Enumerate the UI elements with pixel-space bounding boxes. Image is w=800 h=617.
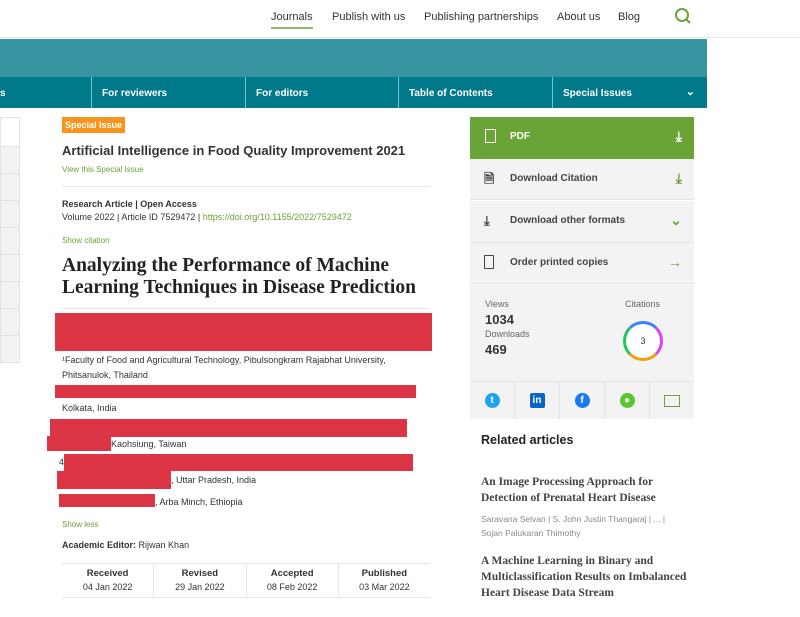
affiliation: , Arba Minch, Ethiopia bbox=[155, 497, 243, 507]
show-less-link[interactable]: Show less bbox=[62, 520, 99, 529]
linkedin-button[interactable]: in bbox=[514, 382, 559, 419]
article-title: Analyzing the Performance of Machine Lea… bbox=[62, 255, 416, 298]
related-heading: Related articles bbox=[481, 433, 574, 447]
redaction bbox=[64, 454, 413, 471]
related-article-title[interactable]: A Machine Learning in Binary and Multicl… bbox=[481, 555, 687, 599]
facebook-button[interactable]: f bbox=[559, 382, 604, 419]
affiliation: Kolkata, India bbox=[62, 403, 117, 413]
redaction bbox=[50, 419, 407, 437]
sidebar-item[interactable] bbox=[0, 282, 20, 309]
nav-blog[interactable]: Blog bbox=[618, 11, 641, 23]
dimensions-badge[interactable]: 3 bbox=[623, 321, 663, 361]
pdf-icon bbox=[485, 129, 496, 143]
affiliation: Kaohsiung, Taiwan bbox=[111, 439, 187, 449]
arrow-right-icon: → bbox=[668, 254, 682, 270]
article-dates: Received 04 Jan 2022 Revised 29 Jan 2022 A… bbox=[62, 563, 430, 598]
label: Download other formats bbox=[510, 215, 626, 226]
sidebar-item[interactable] bbox=[0, 309, 20, 336]
divider bbox=[62, 308, 430, 309]
top-navigation: Journals Publish with us Publishing part… bbox=[0, 0, 800, 38]
share-bar: t in f ● bbox=[470, 381, 694, 419]
search-icon[interactable] bbox=[674, 7, 692, 25]
twitter-icon: t bbox=[484, 393, 500, 408]
label: Order printed copies bbox=[510, 257, 609, 268]
date-published: Published 03 Mar 2022 bbox=[337, 564, 430, 597]
nav-partnerships[interactable]: Publishing partnerships bbox=[424, 11, 539, 23]
nav-journals[interactable]: Journals bbox=[271, 11, 313, 29]
downloads-label: Downloads bbox=[485, 329, 530, 339]
sidebar-item[interactable] bbox=[0, 255, 20, 282]
doi-link[interactable]: https://doi.org/10.1155/2022/7529472 bbox=[202, 212, 352, 222]
download-citation-button[interactable]: 🗎 Download Citation ⤓ bbox=[470, 159, 694, 200]
related-article-authors: Saravana Selvan | S. John Justin Thangar… bbox=[481, 514, 666, 538]
citations-label: Citations bbox=[625, 299, 661, 309]
chevron-down-icon: ⌄ bbox=[670, 212, 682, 228]
subnav-item[interactable]: s bbox=[0, 88, 6, 99]
views-count: 1034 bbox=[485, 312, 514, 327]
date-received: Received 04 Jan 2022 bbox=[82, 568, 133, 592]
download-icon: ⤓ bbox=[675, 170, 682, 186]
label: Download Citation bbox=[510, 173, 598, 184]
special-issue-title: Artificial Intelligence in Food Quality … bbox=[62, 143, 406, 158]
sidebar-item[interactable] bbox=[0, 201, 20, 228]
subnav-special-issues[interactable]: Special Issues ⌄ bbox=[552, 77, 707, 108]
sidebar-item[interactable] bbox=[0, 174, 20, 201]
article-volume: Volume 2022 | Article ID 7529472 | bbox=[62, 212, 203, 222]
special-issue-badge: Special Issue bbox=[62, 117, 126, 133]
subnav-label: Special Issues bbox=[563, 88, 632, 99]
nav-publish[interactable]: Publish with us bbox=[332, 11, 406, 23]
book-icon bbox=[484, 255, 494, 269]
divider bbox=[62, 186, 430, 187]
view-special-issue-link[interactable]: View this Special Issue bbox=[62, 165, 144, 174]
date-accepted: Accepted 08 Feb 2022 bbox=[245, 564, 338, 597]
twitter-button[interactable]: t bbox=[470, 382, 514, 419]
sidebar-item[interactable] bbox=[0, 147, 20, 174]
nav-about[interactable]: About us bbox=[557, 11, 601, 23]
redaction bbox=[47, 436, 111, 451]
sidebar-item[interactable] bbox=[0, 336, 20, 363]
wechat-button[interactable]: ● bbox=[604, 382, 649, 419]
views-label: Views bbox=[485, 299, 509, 309]
redaction bbox=[59, 494, 155, 507]
affiliation: 4 bbox=[59, 457, 65, 467]
pdf-label: PDF bbox=[510, 131, 530, 142]
facebook-icon: f bbox=[574, 393, 590, 408]
document-icon: 🗎 bbox=[484, 171, 495, 186]
affiliation: ¹Faculty of Food and Agricultural Techno… bbox=[62, 355, 386, 380]
subnav-reviewers[interactable]: For reviewers bbox=[91, 77, 245, 108]
metrics-panel: Views 1034 Downloads 469 Citations 3 bbox=[470, 285, 694, 381]
journal-banner bbox=[0, 39, 707, 77]
downloads-count: 469 bbox=[485, 342, 507, 357]
article-type: Research Article | Open Access bbox=[62, 199, 197, 209]
wechat-icon: ● bbox=[619, 393, 635, 408]
sidebar-item[interactable] bbox=[0, 117, 20, 147]
email-icon bbox=[664, 394, 680, 407]
email-button[interactable] bbox=[649, 382, 694, 419]
download-icon: ⤓ bbox=[675, 128, 682, 144]
left-sidebar bbox=[0, 117, 20, 363]
affiliation: , Uttar Pradesh, India bbox=[171, 475, 257, 485]
redaction bbox=[57, 471, 171, 489]
show-citation-link[interactable]: Show citation bbox=[62, 236, 110, 245]
download-other-formats-button[interactable]: ⤓ Download other formats ⌄ bbox=[470, 201, 694, 243]
citations-count: 3 bbox=[640, 336, 646, 346]
related-article-title[interactable]: An Image Processing Approach for Detecti… bbox=[481, 476, 656, 504]
chevron-down-icon: ⌄ bbox=[685, 86, 695, 98]
redaction bbox=[55, 313, 432, 351]
sidebar-item[interactable] bbox=[0, 228, 20, 255]
order-printed-copies-button[interactable]: Order printed copies → bbox=[470, 243, 694, 284]
pdf-button[interactable]: PDF ⤓ bbox=[470, 117, 694, 159]
date-revised: Revised 29 Jan 2022 bbox=[153, 564, 245, 597]
editor-label: Academic Editor: bbox=[62, 540, 137, 550]
subnav-editors[interactable]: For editors bbox=[245, 77, 398, 108]
linkedin-icon: in bbox=[529, 393, 545, 408]
editor-name: Rijwan Khan bbox=[138, 540, 190, 550]
journal-subnav: s For reviewers For editors Table of Con… bbox=[0, 77, 707, 108]
subnav-toc[interactable]: Table of Contents bbox=[398, 77, 552, 108]
download-icon: ⤓ bbox=[484, 213, 490, 228]
redaction bbox=[55, 385, 416, 398]
